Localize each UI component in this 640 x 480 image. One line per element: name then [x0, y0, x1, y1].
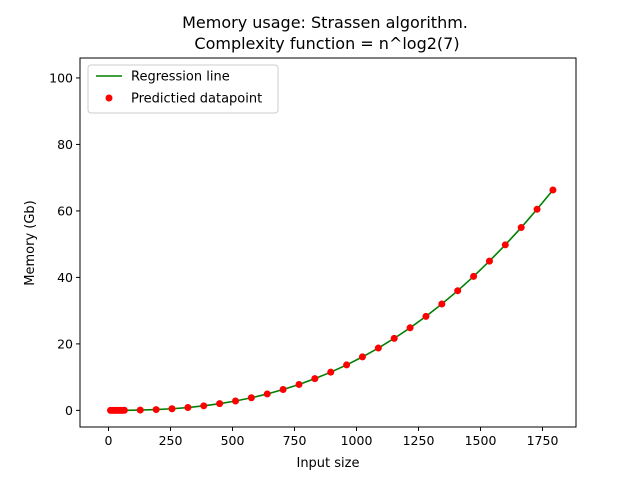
y-tick-label: 100 — [49, 70, 73, 85]
data-point — [374, 344, 382, 352]
x-axis-label: Input size — [296, 456, 359, 471]
data-point — [549, 186, 557, 194]
data-point — [517, 224, 525, 232]
y-tick-label: 60 — [57, 203, 73, 218]
data-point — [358, 353, 366, 361]
data-point — [120, 406, 128, 414]
legend: Regression line Predictied datapoint — [87, 64, 279, 114]
data-point — [136, 406, 144, 414]
plot-marks — [107, 186, 557, 414]
y-tick-label: 80 — [57, 137, 73, 152]
data-point — [343, 361, 351, 369]
data-point — [184, 404, 192, 412]
x-tick-label: 0 — [105, 433, 113, 448]
data-point — [438, 300, 446, 308]
data-point — [485, 257, 493, 265]
chart-subtitle: Complexity function = n^log2(7) — [194, 34, 459, 53]
x-tick-label: 750 — [283, 433, 307, 448]
y-tick-label: 0 — [65, 403, 73, 418]
data-point — [168, 405, 176, 413]
legend-label-regression: Regression line — [131, 70, 230, 85]
y-axis-label: Memory (Gb) — [23, 200, 38, 285]
data-point — [279, 386, 287, 394]
legend-label-points: Predictied datapoint — [131, 92, 262, 107]
data-point — [454, 287, 462, 295]
data-point — [501, 241, 509, 249]
y-tick-label: 20 — [57, 336, 73, 351]
data-point — [470, 272, 478, 280]
x-tick-label: 1000 — [341, 433, 373, 448]
data-point — [232, 397, 239, 405]
x-tick-label: 250 — [159, 433, 183, 448]
chart-title: Memory usage: Strassen algorithm. — [182, 13, 468, 32]
x-tick-label: 1750 — [527, 433, 559, 448]
x-tick-label: 500 — [221, 433, 245, 448]
data-point — [422, 312, 430, 320]
data-point — [200, 402, 208, 410]
data-point — [247, 394, 255, 402]
data-point — [216, 400, 224, 408]
x-tick-label: 1500 — [465, 433, 497, 448]
data-point — [311, 375, 319, 383]
data-point — [295, 380, 303, 388]
y-tick-label: 40 — [57, 270, 73, 285]
data-point — [152, 406, 160, 414]
y-axis: 0 20 40 60 80 100 — [49, 70, 80, 418]
legend-dot-swatch — [105, 94, 113, 102]
data-point — [327, 368, 335, 376]
data-point — [263, 390, 271, 398]
x-tick-label: 1250 — [403, 433, 435, 448]
plot-frame — [79, 57, 577, 428]
data-point — [533, 205, 541, 213]
x-axis: 0 250 500 750 1000 1250 1500 1750 — [105, 427, 559, 448]
data-point — [406, 324, 414, 332]
data-point — [390, 334, 398, 342]
legend-box — [87, 64, 279, 114]
